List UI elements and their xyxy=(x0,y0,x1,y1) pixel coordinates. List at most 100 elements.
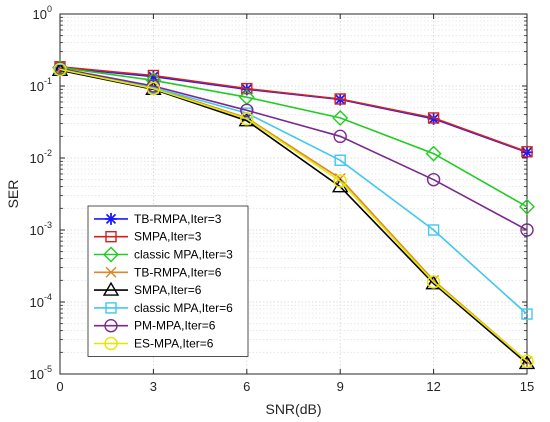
marker-circle xyxy=(104,319,118,333)
data-point xyxy=(520,354,534,369)
legend-label: classic MPA,Iter=6 xyxy=(134,301,233,315)
marker-circle xyxy=(520,354,534,369)
data-point xyxy=(241,82,253,95)
marker-circle xyxy=(426,275,441,289)
series-line xyxy=(59,67,528,231)
data-point xyxy=(518,355,536,370)
legend-label: TB-RMPA,Iter=6 xyxy=(134,265,222,279)
marker-circle xyxy=(104,336,118,351)
legend-marker xyxy=(104,336,118,351)
marker-circle xyxy=(333,174,347,188)
x-tick-label: 12 xyxy=(426,379,440,394)
marker-x-stroke xyxy=(521,355,533,367)
legend-label: SMPA,Iter=6 xyxy=(134,283,202,297)
data-point xyxy=(333,129,347,144)
series-3 xyxy=(52,59,535,215)
data-point xyxy=(334,154,346,166)
x-tick-label: 6 xyxy=(243,379,250,394)
data-point xyxy=(333,174,347,188)
marker-circle xyxy=(53,62,67,77)
y-tick-label: 100 xyxy=(33,4,52,22)
data-point xyxy=(427,112,440,125)
data-point xyxy=(521,308,533,320)
legend-marker xyxy=(104,319,118,333)
legend-marker xyxy=(105,230,117,243)
legend-marker xyxy=(102,281,120,296)
data-point xyxy=(53,62,67,77)
data-point xyxy=(240,112,254,126)
data-point xyxy=(425,145,442,162)
legend-item: SMPA,Iter=3 xyxy=(94,230,202,244)
marker-circle xyxy=(520,223,534,237)
legend-item: classic MPA,Iter=3 xyxy=(94,246,233,263)
data-point xyxy=(334,93,346,105)
data-point xyxy=(519,198,535,215)
marker-asterisk-stroke xyxy=(428,113,439,124)
y-tick-label: 10-4 xyxy=(30,292,52,310)
marker-diamond xyxy=(103,246,119,263)
marker-square xyxy=(334,93,346,105)
legend-label: PM-MPA,Iter=6 xyxy=(134,319,216,333)
x-tick-label: 9 xyxy=(337,379,344,394)
legend-label: ES-MPA,Iter=6 xyxy=(134,337,214,351)
marker-square xyxy=(105,230,117,243)
y-tick-exponent: -2 xyxy=(44,148,52,158)
y-tick-label: 10-3 xyxy=(30,220,52,238)
marker-circle xyxy=(146,81,161,96)
y-tick-exponent: -1 xyxy=(44,76,52,86)
marker-diamond xyxy=(332,109,349,126)
marker-triangle xyxy=(102,281,120,296)
data-point xyxy=(332,109,349,126)
marker-circle xyxy=(240,112,254,126)
marker-square xyxy=(521,308,533,320)
legend-label: TB-RMPA,Iter=3 xyxy=(134,212,222,226)
marker-square xyxy=(334,154,346,166)
legend-item: TB-RMPA,Iter=6 xyxy=(94,265,222,279)
marker-asterisk-stroke xyxy=(105,213,117,225)
x-tick-label: 3 xyxy=(150,379,157,394)
legend-marker xyxy=(105,266,117,278)
data-point xyxy=(426,172,441,187)
legend-item: TB-RMPA,Iter=3 xyxy=(94,212,222,226)
y-tick-label: 10-5 xyxy=(30,364,52,382)
marker-square xyxy=(427,224,440,236)
data-point xyxy=(238,112,256,127)
legend-label: SMPA,Iter=3 xyxy=(134,230,202,244)
marker-asterisk-stroke xyxy=(521,147,533,158)
series-8 xyxy=(53,62,534,369)
series-line xyxy=(59,68,528,315)
series-line xyxy=(59,68,528,362)
x-axis-label: SNR(dB) xyxy=(265,401,321,417)
marker-triangle xyxy=(238,112,256,127)
legend-item: PM-MPA,Iter=6 xyxy=(94,319,216,333)
marker-square xyxy=(241,82,253,95)
marker-square xyxy=(105,302,117,314)
series-line xyxy=(59,66,528,153)
legend-marker xyxy=(105,212,117,225)
plot-frame xyxy=(59,13,528,375)
legend-box xyxy=(87,205,249,357)
data-point xyxy=(426,275,441,289)
y-axis-label: SER xyxy=(5,180,21,209)
marker-x-stroke xyxy=(105,266,117,278)
data-point xyxy=(427,112,440,124)
y-tick-label: 10-2 xyxy=(30,148,52,166)
marker-triangle xyxy=(518,355,536,370)
legend-item: classic MPA,Iter=6 xyxy=(94,301,233,315)
marker-diamond xyxy=(425,145,442,162)
y-tick-exponent: -4 xyxy=(44,292,52,302)
y-tick-exponent: -3 xyxy=(44,220,52,230)
legend-marker xyxy=(103,246,119,263)
marker-square xyxy=(521,146,533,158)
y-tick-label: 10-1 xyxy=(30,76,52,94)
x-tick-label: 0 xyxy=(56,379,63,394)
legend-marker xyxy=(105,302,117,314)
series-line xyxy=(59,66,528,208)
marker-circle xyxy=(426,172,441,187)
series-group xyxy=(51,59,536,370)
x-tick-label: 15 xyxy=(520,379,534,394)
y-tick-exponent: 0 xyxy=(47,4,52,14)
marker-circle xyxy=(240,103,254,117)
data-point xyxy=(427,224,440,236)
